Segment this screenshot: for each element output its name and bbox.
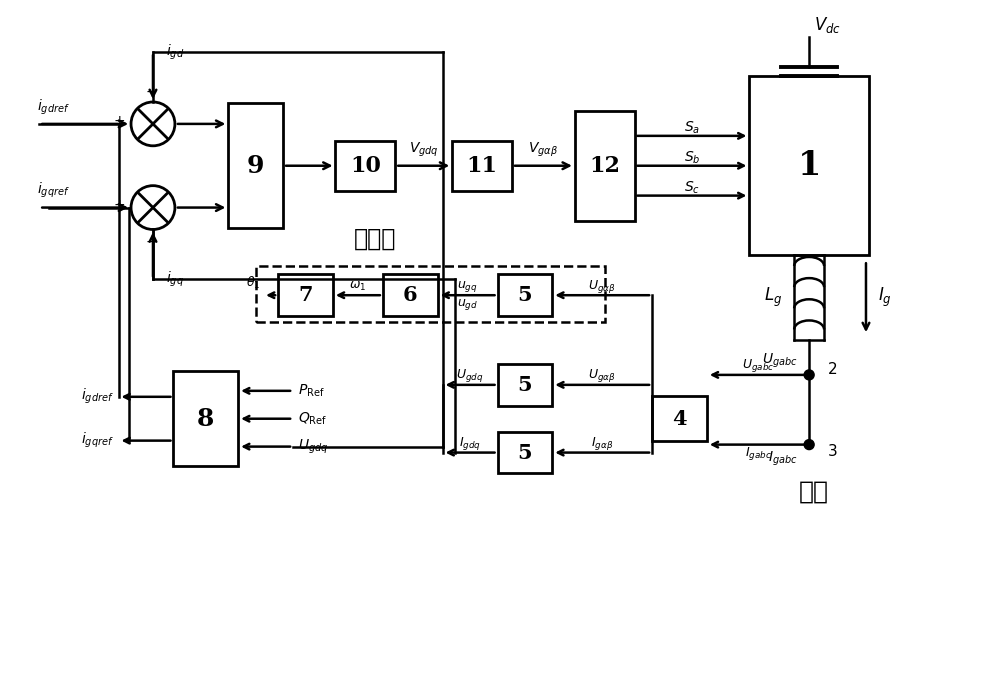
Text: 电网: 电网: [799, 480, 829, 503]
Text: $i_{gd}$: $i_{gd}$: [166, 42, 184, 62]
Text: $+$: $+$: [113, 197, 125, 211]
Text: $Q_{\rm Ref}$: $Q_{\rm Ref}$: [298, 411, 327, 427]
Text: $U_{gdq}$: $U_{gdq}$: [298, 437, 328, 456]
Text: $V_{gdq}$: $V_{gdq}$: [409, 140, 439, 159]
Bar: [498, 275, 552, 316]
Text: 9: 9: [247, 154, 264, 178]
Text: $U_{gabc}$: $U_{gabc}$: [742, 357, 774, 375]
Text: $U_{g\alpha\beta}$: $U_{g\alpha\beta}$: [588, 278, 616, 295]
Text: 11: 11: [467, 155, 498, 177]
Text: $L_g$: $L_g$: [764, 286, 782, 309]
Bar: [256, 266, 605, 322]
Text: $i_{gq}$: $i_{gq}$: [166, 270, 184, 289]
Bar: [749, 76, 869, 255]
Text: $P_{\rm Ref}$: $P_{\rm Ref}$: [298, 383, 325, 399]
Text: 7: 7: [298, 285, 313, 305]
Text: $I_{g\alpha\beta}$: $I_{g\alpha\beta}$: [591, 435, 613, 452]
Bar: [498, 432, 552, 473]
Text: 10: 10: [350, 155, 381, 177]
Text: $U_{g\alpha\beta}$: $U_{g\alpha\beta}$: [588, 368, 616, 384]
Text: 12: 12: [589, 155, 620, 177]
Text: 5: 5: [518, 285, 532, 305]
Bar: [652, 396, 707, 441]
Text: $S_c$: $S_c$: [684, 179, 700, 196]
Text: $3$: $3$: [827, 443, 838, 459]
Circle shape: [804, 440, 814, 450]
Text: $\theta_1$: $\theta_1$: [246, 275, 260, 291]
Text: $-$: $-$: [145, 84, 157, 98]
Text: $V_{g\alpha\beta}$: $V_{g\alpha\beta}$: [528, 140, 558, 159]
Text: 6: 6: [403, 285, 418, 305]
Text: $i_{gqref}$: $i_{gqref}$: [81, 431, 114, 450]
Text: $I_{gabc}$: $I_{gabc}$: [768, 450, 797, 468]
Text: $i_{gdref}$: $i_{gdref}$: [81, 387, 114, 407]
Bar: [278, 275, 333, 316]
Text: $I_{gabc}$: $I_{gabc}$: [745, 445, 771, 462]
Text: 锁相环: 锁相环: [354, 227, 397, 250]
Text: $I_g$: $I_g$: [878, 286, 892, 309]
Text: $+$: $+$: [113, 114, 125, 128]
Text: $u_{gd}$: $u_{gd}$: [457, 297, 478, 311]
Text: $V_{dc}$: $V_{dc}$: [814, 15, 841, 35]
Text: $-$: $-$: [145, 234, 157, 247]
Text: $i_{gdref}$: $i_{gdref}$: [37, 97, 70, 117]
Text: $2$: $2$: [827, 361, 837, 377]
Bar: [335, 141, 395, 190]
Text: $U_{gabc}$: $U_{gabc}$: [762, 352, 797, 370]
Bar: [173, 371, 238, 466]
Bar: [228, 104, 283, 228]
Text: $\omega_1$: $\omega_1$: [349, 279, 366, 293]
Bar: [383, 275, 438, 316]
Bar: [575, 111, 635, 220]
Text: 1: 1: [797, 149, 821, 182]
Text: $U_{gdq}$: $U_{gdq}$: [456, 368, 484, 384]
Bar: [452, 141, 512, 190]
Text: $S_b$: $S_b$: [684, 149, 700, 166]
Bar: [498, 364, 552, 406]
Text: $I_{gdq}$: $I_{gdq}$: [459, 435, 481, 452]
Text: 5: 5: [518, 443, 532, 463]
Text: 5: 5: [518, 375, 532, 395]
Text: 4: 4: [672, 409, 687, 429]
Text: $i_{gqref}$: $i_{gqref}$: [37, 181, 70, 200]
Text: 8: 8: [197, 407, 215, 431]
Text: $S_a$: $S_a$: [684, 120, 700, 136]
Text: $u_{gq}$: $u_{gq}$: [457, 279, 478, 294]
Circle shape: [804, 370, 814, 380]
